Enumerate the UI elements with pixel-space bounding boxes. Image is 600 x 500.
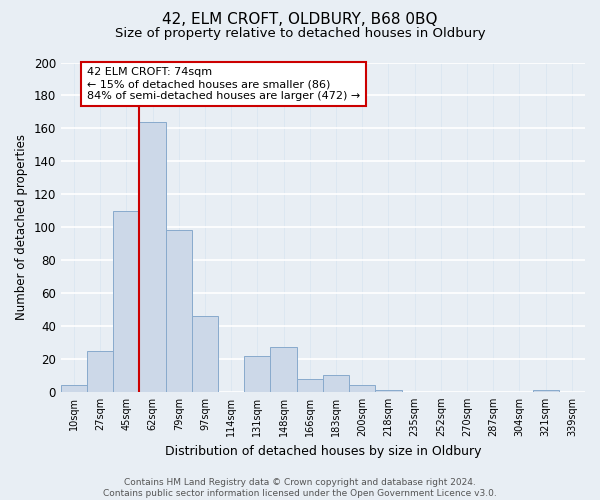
- Bar: [192, 316, 218, 392]
- Bar: [61, 385, 87, 392]
- Bar: [139, 122, 166, 392]
- Text: Contains HM Land Registry data © Crown copyright and database right 2024.
Contai: Contains HM Land Registry data © Crown c…: [103, 478, 497, 498]
- X-axis label: Distribution of detached houses by size in Oldbury: Distribution of detached houses by size …: [164, 444, 481, 458]
- Bar: [533, 390, 559, 392]
- Bar: [376, 390, 401, 392]
- Bar: [244, 356, 271, 392]
- Bar: [323, 376, 349, 392]
- Text: 42, ELM CROFT, OLDBURY, B68 0BQ: 42, ELM CROFT, OLDBURY, B68 0BQ: [162, 12, 438, 28]
- Bar: [166, 230, 192, 392]
- Bar: [87, 350, 113, 392]
- Y-axis label: Number of detached properties: Number of detached properties: [15, 134, 28, 320]
- Bar: [113, 210, 139, 392]
- Bar: [271, 348, 296, 392]
- Text: Size of property relative to detached houses in Oldbury: Size of property relative to detached ho…: [115, 28, 485, 40]
- Bar: [296, 378, 323, 392]
- Bar: [349, 385, 376, 392]
- Text: 42 ELM CROFT: 74sqm
← 15% of detached houses are smaller (86)
84% of semi-detach: 42 ELM CROFT: 74sqm ← 15% of detached ho…: [87, 68, 360, 100]
